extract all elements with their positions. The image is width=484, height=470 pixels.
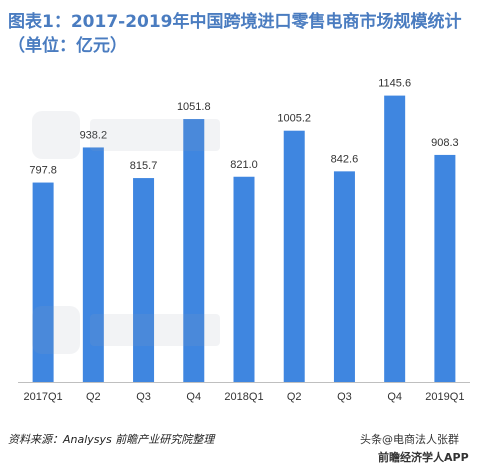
watermark-brand-text: 前瞻经济学人APP (378, 451, 469, 464)
chart-title: 图表1：2017-2019年中国跨境进口零售电商市场规模统计（单位：亿元） (8, 12, 462, 56)
x-tick-label: 2019Q1 (425, 391, 464, 403)
x-tick-label: Q3 (337, 391, 352, 403)
x-tick-label: 2017Q1 (24, 391, 63, 403)
bar-value-label: 1005.2 (277, 113, 311, 125)
x-tick-label: Q4 (387, 391, 402, 403)
bar (32, 182, 54, 382)
bar-value-label: 842.6 (331, 153, 359, 165)
x-tick-label: Q2 (86, 391, 101, 403)
bar-value-label: 908.3 (431, 137, 459, 149)
x-tick-label: 2018Q1 (224, 391, 263, 403)
x-tick-label: Q4 (186, 391, 201, 403)
bar-value-label: 1051.8 (177, 101, 211, 113)
bar (183, 119, 205, 383)
watermark-bottom-text: 头条@电商法人张群 (360, 433, 459, 446)
bar (233, 176, 255, 382)
bar (333, 171, 355, 382)
bar-value-label: 821.0 (230, 159, 258, 171)
data-source: 资料来源：Analysys 前瞻产业研究院整理 (8, 433, 215, 446)
x-tick-label: Q3 (136, 391, 151, 403)
x-tick-label: Q2 (287, 391, 302, 403)
bar (434, 154, 456, 382)
bar-value-label: 1145.6 (378, 78, 411, 90)
bar (82, 147, 104, 382)
bar-value-label: 815.7 (130, 160, 158, 172)
bar-value-label: 797.8 (29, 165, 57, 177)
bar (133, 178, 155, 382)
bar (384, 95, 406, 382)
bar (283, 130, 305, 382)
bar-value-label: 938.2 (80, 129, 108, 141)
